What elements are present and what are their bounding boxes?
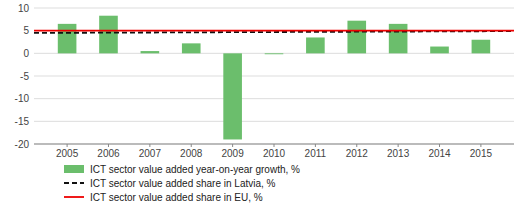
grid-line [34, 98, 514, 99]
y-tick-label: -20 [15, 139, 30, 150]
bar [182, 43, 201, 53]
bar [141, 51, 160, 53]
line [34, 31, 514, 33]
bar [347, 21, 366, 54]
grid-line [34, 144, 514, 145]
x-tick-label: 2013 [387, 148, 410, 159]
y-tick-label: 0 [23, 48, 29, 59]
x-tick-label: 2015 [470, 148, 493, 159]
x-axis-line [34, 144, 514, 145]
x-tick-label: 2006 [97, 148, 120, 159]
x-tick-label: 2011 [305, 148, 327, 159]
legend-swatch [64, 196, 84, 198]
bar [306, 37, 325, 53]
x-tick-label: 2010 [263, 148, 286, 159]
x-tick-label: 2008 [180, 148, 203, 159]
y-tick-label: 10 [18, 3, 30, 14]
bar [58, 24, 77, 53]
legend-label: ICT sector value added share in EU, % [90, 192, 263, 203]
bar [472, 40, 491, 54]
x-tick-label: 2005 [56, 148, 79, 159]
bar [99, 16, 118, 54]
legend-swatch [64, 182, 84, 184]
bar [265, 53, 284, 55]
y-tick-label: -15 [15, 116, 30, 127]
line [34, 30, 514, 32]
bar [389, 24, 408, 53]
grid-line [34, 30, 514, 31]
y-tick-label: -5 [20, 71, 29, 82]
grid-line [34, 8, 514, 9]
y-tick-label: -10 [15, 93, 30, 104]
legend-swatch [64, 165, 84, 173]
x-tick-label: 2014 [428, 148, 451, 159]
x-tick-label: 2009 [221, 148, 244, 159]
marks [34, 16, 514, 140]
legend-label: ICT sector value added year-on-year grow… [90, 164, 300, 175]
bar [430, 47, 449, 54]
grid-line [34, 76, 514, 77]
grid [34, 8, 514, 144]
legend-label: ICT sector value added share in Latvia, … [90, 178, 276, 189]
grid-line [34, 121, 514, 122]
legend: ICT sector value added year-on-year grow… [64, 164, 300, 203]
x-tick-label: 2007 [139, 148, 162, 159]
chart: -20 -15 -10 -5 0 5 10 2005 2006 2007 2008 2009 2010 2… [0, 0, 524, 219]
y-tick-label: 5 [23, 25, 29, 36]
bar [223, 53, 242, 139]
x-tick-label: 2012 [346, 148, 369, 159]
